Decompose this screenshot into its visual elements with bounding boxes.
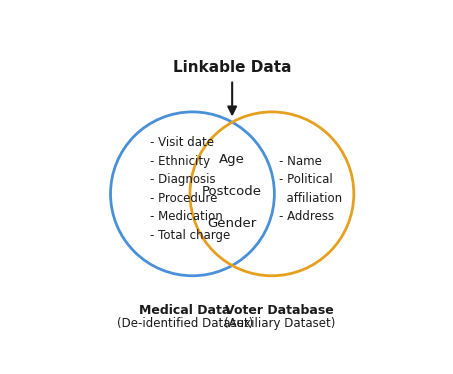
Text: - Name
- Political
  affiliation
- Address: - Name - Political affiliation - Address <box>280 154 342 223</box>
Text: Age

Postcode

Gender: Age Postcode Gender <box>202 153 262 230</box>
Text: - Visit date
- Ethnicity
- Diagnosis
- Procedure
- Medication
- Total charge: - Visit date - Ethnicity - Diagnosis - P… <box>150 136 231 242</box>
Text: (Auxiliary Dataset): (Auxiliary Dataset) <box>224 318 335 330</box>
Text: Medical Data: Medical Data <box>140 304 231 317</box>
Text: (De-identified Dataset): (De-identified Dataset) <box>117 318 253 330</box>
Text: Voter Database: Voter Database <box>225 304 334 317</box>
Text: Linkable Data: Linkable Data <box>173 60 291 75</box>
